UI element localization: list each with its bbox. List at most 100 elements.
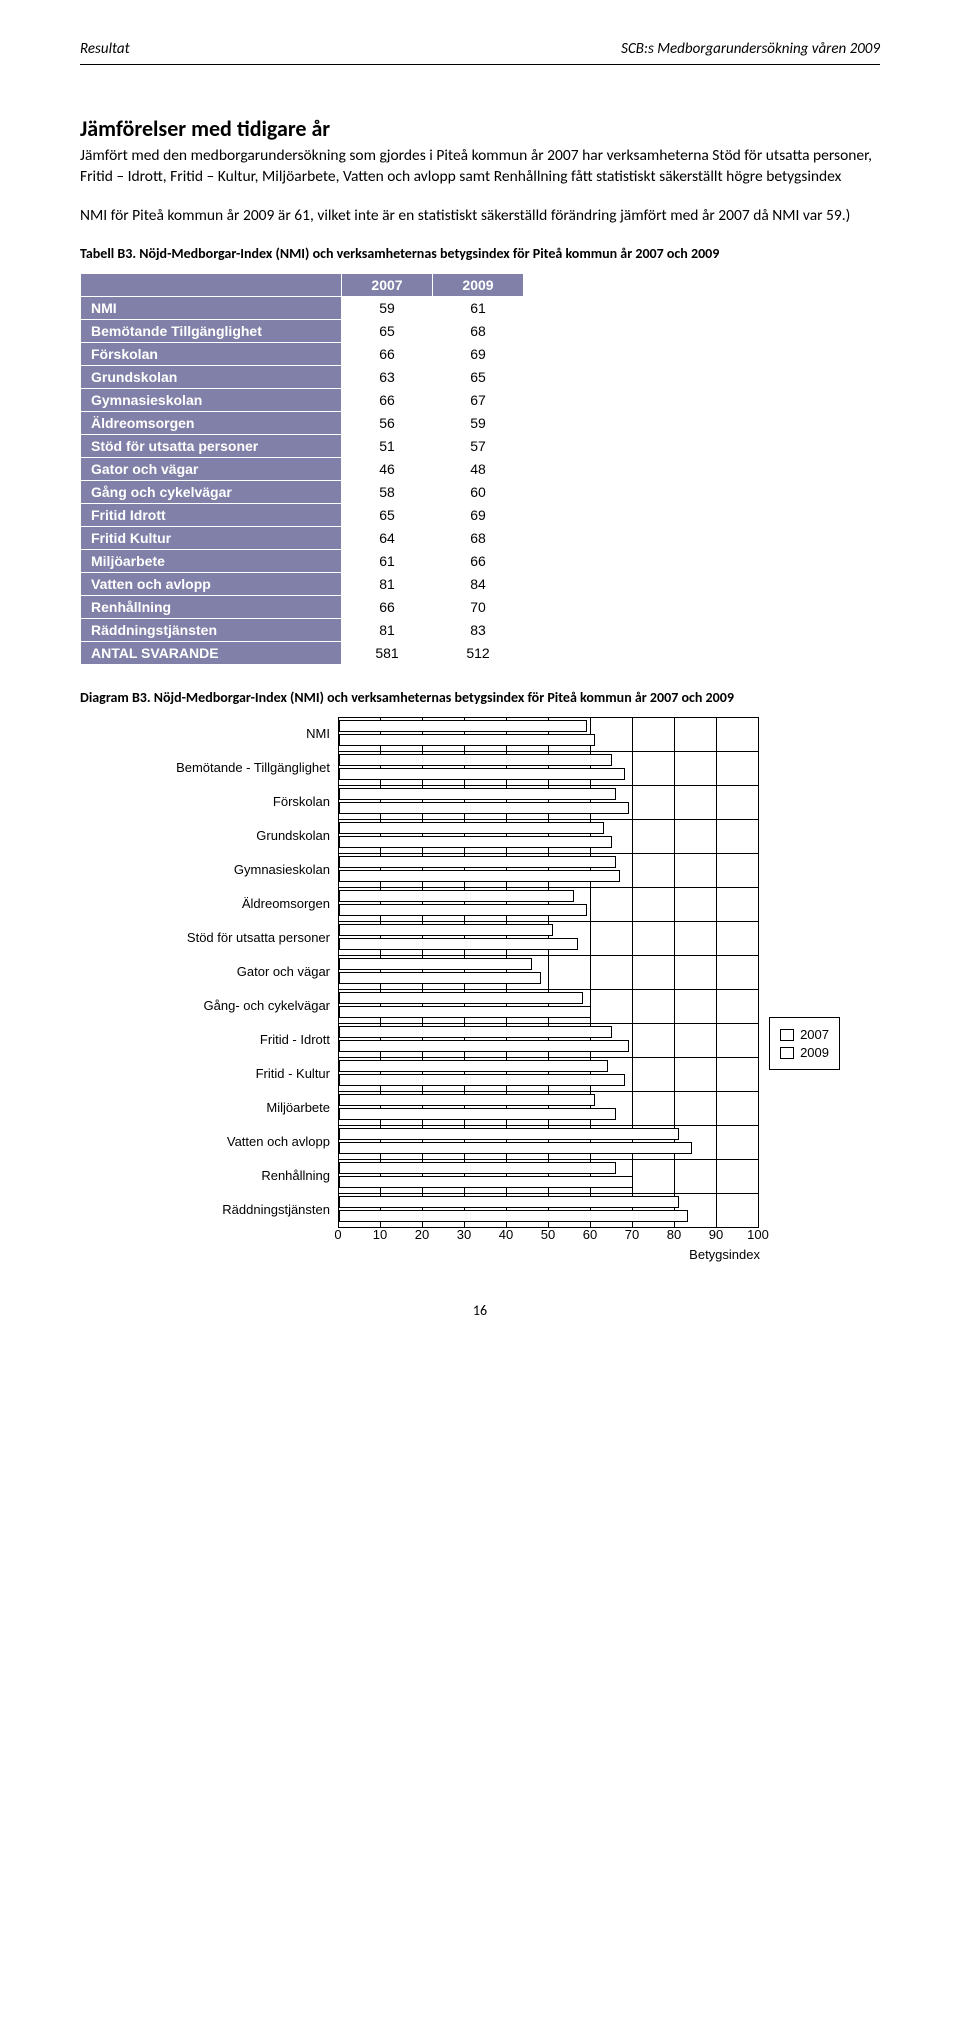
- table-row: Vatten och avlopp8184: [81, 572, 524, 595]
- table-cell: 65: [342, 319, 433, 342]
- legend-item-1: 2009: [780, 1045, 829, 1060]
- table-row: Förskolan6669: [81, 342, 524, 365]
- chart-bar: [339, 870, 620, 882]
- x-tick-label: 100: [747, 1227, 769, 1242]
- header-left: Resultat: [80, 40, 130, 58]
- x-tick-label: 20: [415, 1227, 429, 1242]
- chart-bar: [339, 1210, 688, 1222]
- x-tick-label: 0: [334, 1227, 341, 1242]
- table-row-label: Gång och cykelvägar: [81, 480, 342, 503]
- chart-bar: [339, 802, 629, 814]
- chart-category-label: Gång- och cykelvägar: [140, 998, 338, 1013]
- x-tick-label: 90: [709, 1227, 723, 1242]
- table-cell: 59: [433, 411, 524, 434]
- chart-bar-group: [338, 955, 760, 988]
- chart-bar: [339, 734, 595, 746]
- chart-row: Stöd för utsatta personer: [140, 921, 760, 954]
- chart-bar: [339, 1108, 616, 1120]
- chart-bar-group: [338, 921, 760, 954]
- table-row-label: Gator och vägar: [81, 457, 342, 480]
- chart-bar: [339, 1026, 612, 1038]
- table-header-year-1: 2009: [433, 273, 524, 296]
- data-table: 2007 2009 NMI5961Bemötande Tillgänglighe…: [80, 273, 524, 665]
- chart-bar-group: [338, 1091, 760, 1124]
- table-row: Miljöarbete6166: [81, 549, 524, 572]
- chart-bar: [339, 788, 616, 800]
- chart-bar-group: [338, 785, 760, 818]
- chart-row: Renhållning: [140, 1159, 760, 1192]
- chart-row: Vatten och avlopp: [140, 1125, 760, 1158]
- chart-legend: 2007 2009: [769, 1017, 840, 1070]
- chart-bar: [339, 1006, 591, 1018]
- table-row: Gång och cykelvägar5860: [81, 480, 524, 503]
- table-row: ANTAL SVARANDE581512: [81, 641, 524, 664]
- table-cell: 61: [433, 296, 524, 319]
- chart-bar: [339, 1176, 633, 1188]
- table-row: NMI5961: [81, 296, 524, 319]
- table-cell: 69: [433, 342, 524, 365]
- header-right: SCB:s Medborgarundersökning våren 2009: [621, 40, 880, 58]
- chart-row: NMI: [140, 717, 760, 750]
- table-caption: Tabell B3. Nöjd-Medborgar-Index (NMI) oc…: [80, 245, 880, 263]
- table-row: Fritid Kultur6468: [81, 526, 524, 549]
- table-row-label: Fritid Idrott: [81, 503, 342, 526]
- table-row-label: Äldreomsorgen: [81, 411, 342, 434]
- table-row-label: Grundskolan: [81, 365, 342, 388]
- table-row-label: Stöd för utsatta personer: [81, 434, 342, 457]
- table-row-label: Förskolan: [81, 342, 342, 365]
- table-row: Gator och vägar4648: [81, 457, 524, 480]
- table-cell: 67: [433, 388, 524, 411]
- legend-item-0: 2007: [780, 1027, 829, 1042]
- page-number: 16: [80, 1302, 880, 1319]
- table-cell: 68: [433, 319, 524, 342]
- chart-row: Gång- och cykelvägar: [140, 989, 760, 1022]
- table-cell: 81: [342, 572, 433, 595]
- chart-bar-group: [338, 989, 760, 1022]
- chart-bar: [339, 1074, 625, 1086]
- table-cell: 59: [342, 296, 433, 319]
- chart-category-label: Förskolan: [140, 794, 338, 809]
- table-cell: 81: [342, 618, 433, 641]
- chart-bar: [339, 938, 578, 950]
- table-cell: 66: [433, 549, 524, 572]
- chart-category-label: Äldreomsorgen: [140, 896, 338, 911]
- x-tick-label: 60: [583, 1227, 597, 1242]
- table-row-label: Gymnasieskolan: [81, 388, 342, 411]
- chart-bar: [339, 958, 532, 970]
- table-row: Äldreomsorgen5659: [81, 411, 524, 434]
- chart-bar: [339, 720, 587, 732]
- chart-bar-group: [338, 1125, 760, 1158]
- x-tick-label: 10: [373, 1227, 387, 1242]
- chart-bar: [339, 890, 574, 902]
- x-axis-ticks: 0102030405060708090100: [338, 1227, 758, 1245]
- table-cell: 65: [342, 503, 433, 526]
- chart-category-label: Gymnasieskolan: [140, 862, 338, 877]
- table-cell: 66: [342, 388, 433, 411]
- chart-row: Fritid - Idrott: [140, 1023, 760, 1056]
- table-header-row: 2007 2009: [81, 273, 524, 296]
- chart-row: Miljöarbete: [140, 1091, 760, 1124]
- chart-bar: [339, 836, 612, 848]
- legend-swatch-1: [780, 1047, 794, 1059]
- chart-bar: [339, 754, 612, 766]
- table-header-year-0: 2007: [342, 273, 433, 296]
- chart-bar-group: [338, 717, 760, 750]
- table-cell: 56: [342, 411, 433, 434]
- chart-bar: [339, 856, 616, 868]
- legend-swatch-0: [780, 1029, 794, 1041]
- chart-category-label: Vatten och avlopp: [140, 1134, 338, 1149]
- table-cell: 512: [433, 641, 524, 664]
- chart-category-label: Fritid - Idrott: [140, 1032, 338, 1047]
- table-header-blank: [81, 273, 342, 296]
- table-cell: 70: [433, 595, 524, 618]
- table-row-label: Bemötande Tillgänglighet: [81, 319, 342, 342]
- table-row: Stöd för utsatta personer5157: [81, 434, 524, 457]
- table-cell: 63: [342, 365, 433, 388]
- table-row-label: ANTAL SVARANDE: [81, 641, 342, 664]
- paragraph-1: Jämfört med den medborgarundersökning so…: [80, 146, 880, 188]
- chart-category-label: Miljöarbete: [140, 1100, 338, 1115]
- table-cell: 61: [342, 549, 433, 572]
- chart-category-label: Räddningstjänsten: [140, 1202, 338, 1217]
- table-row-label: Renhållning: [81, 595, 342, 618]
- table-row-label: Vatten och avlopp: [81, 572, 342, 595]
